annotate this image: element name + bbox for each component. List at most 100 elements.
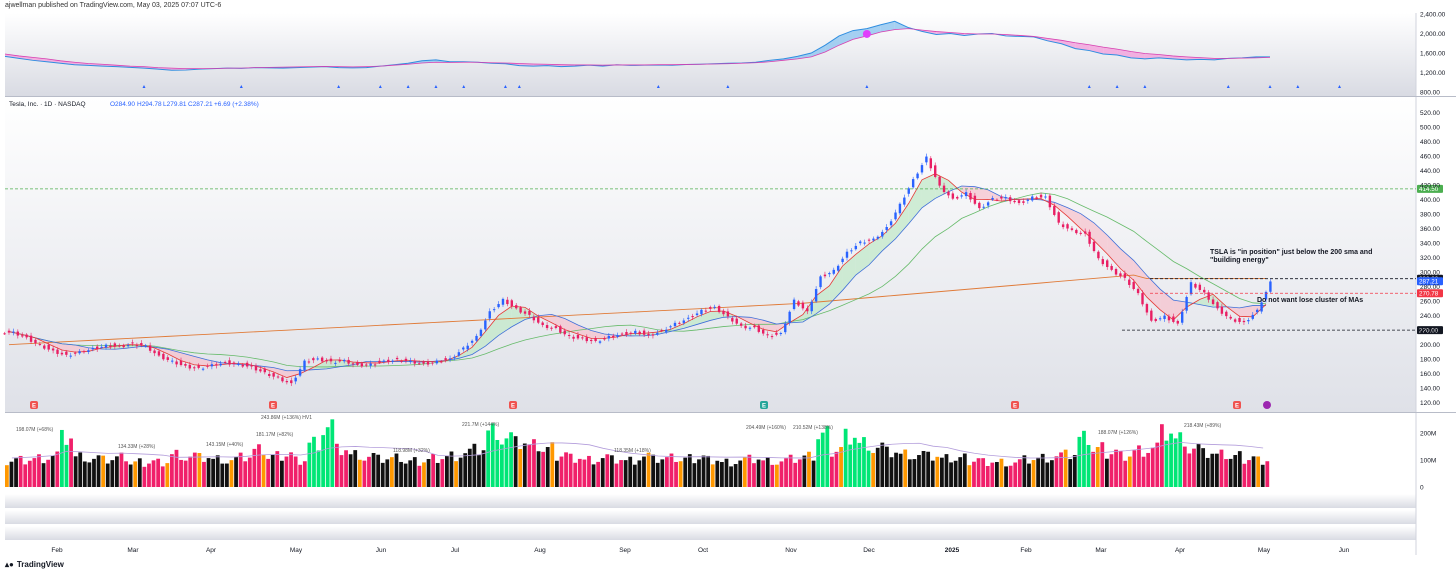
- volume-bar: [55, 451, 60, 487]
- volume-bar: [275, 451, 280, 487]
- candle-body: [1150, 310, 1153, 321]
- volume-bar: [1045, 462, 1050, 487]
- volume-bar: [69, 438, 73, 487]
- candle-body: [1229, 316, 1232, 319]
- volume-bar: [367, 456, 371, 487]
- volume-bar: [687, 454, 692, 487]
- ma-ribbon-fill: [61, 343, 76, 353]
- candle-body: [1132, 282, 1135, 290]
- candle-body: [113, 343, 117, 347]
- ohlc-change: +6.69 (+2.38%): [214, 101, 259, 108]
- volume-peak-label: 188.07M (+126%): [1098, 430, 1138, 436]
- candle-body: [404, 358, 408, 362]
- candle-body: [65, 351, 68, 355]
- candle-body: [263, 368, 267, 373]
- candle-body: [440, 361, 443, 363]
- volume-bar: [1155, 442, 1160, 487]
- volume-bar: [1237, 451, 1242, 487]
- signal-arrow-icon: [337, 85, 341, 88]
- volume-bar: [298, 464, 303, 487]
- candle-body: [1220, 306, 1224, 314]
- time-axis-tick: Mar: [1095, 547, 1107, 554]
- volume-bar: [206, 458, 211, 487]
- candle-body: [1075, 229, 1078, 234]
- candle-body: [986, 202, 990, 206]
- candle-body: [56, 349, 59, 354]
- ma-ribbon-fill: [908, 179, 922, 224]
- candle-body: [100, 346, 103, 348]
- candle-body: [210, 364, 214, 367]
- volume-bar: [1040, 453, 1045, 487]
- volume-bar: [1036, 457, 1041, 487]
- candle-body: [488, 311, 491, 319]
- volume-bar: [816, 439, 821, 487]
- candle-body: [907, 188, 910, 194]
- candle-body: [898, 203, 902, 214]
- candle-body: [1185, 297, 1188, 311]
- volume-bar: [518, 449, 523, 487]
- candle-body: [422, 361, 425, 364]
- volume-bar: [371, 453, 376, 487]
- candle-body: [272, 373, 275, 377]
- volume-bar: [825, 426, 830, 487]
- ma-ribbon-fill: [1054, 202, 1068, 217]
- candle-body: [1207, 292, 1210, 300]
- volume-bar: [830, 456, 834, 487]
- volume-bar: [536, 451, 541, 487]
- volume-bar: [1013, 462, 1018, 487]
- candle-body: [775, 332, 778, 335]
- volume-bar: [655, 462, 660, 487]
- candle-body: [78, 351, 81, 354]
- volume-bar: [527, 444, 532, 487]
- candle-body: [417, 363, 421, 365]
- signal-arrow-icon: [142, 85, 146, 88]
- volume-bar: [1228, 458, 1233, 487]
- candle-body: [492, 309, 496, 311]
- volume-bar: [628, 456, 633, 487]
- candle-body: [889, 221, 893, 226]
- candle-body: [237, 363, 240, 365]
- candle-body: [232, 362, 236, 365]
- candle-body: [691, 316, 694, 318]
- candle-body: [1154, 318, 1157, 322]
- signal-arrow-icon: [462, 85, 466, 88]
- candle-body: [307, 361, 311, 363]
- time-axis-tick: Aug: [534, 547, 546, 554]
- volume-bar: [697, 459, 701, 487]
- price-axis-tick: 360.00: [1420, 226, 1440, 233]
- volume-bar: [1169, 433, 1173, 487]
- ma-ribbon-fill: [1146, 275, 1161, 310]
- volume-bar: [238, 452, 243, 487]
- volume-bar: [555, 460, 559, 487]
- candle-body: [466, 345, 469, 350]
- volume-bar: [454, 461, 458, 487]
- volume-bar: [37, 454, 41, 487]
- volume-bar: [261, 455, 266, 487]
- candle-body: [537, 317, 540, 323]
- earnings-marker-label: E: [762, 404, 766, 410]
- candle-body: [1145, 304, 1149, 313]
- top-axis-tick: 1,200.00: [1420, 70, 1446, 77]
- volume-bar: [761, 460, 766, 487]
- volume-bar: [1091, 451, 1096, 487]
- volume-peak-label: 210.52M (+138%): [793, 425, 833, 431]
- volume-bar: [710, 464, 715, 487]
- candle-body: [1083, 231, 1087, 234]
- volume-bar: [307, 442, 312, 487]
- price-axis-tick: 280.00: [1420, 284, 1440, 291]
- time-axis-tick: Jun: [1339, 547, 1350, 554]
- volume-bar: [729, 466, 733, 487]
- ma-ribbon-fill: [485, 315, 499, 347]
- candle-body: [3, 333, 6, 335]
- price-axis-tick: 500.00: [1420, 124, 1440, 131]
- tradingview-brand[interactable]: ▴● TradingView: [5, 560, 64, 569]
- volume-bar: [967, 465, 972, 487]
- price-axis-tick: 240.00: [1420, 313, 1440, 320]
- volume-bar: [46, 459, 51, 487]
- volume-bar: [1201, 448, 1206, 487]
- candle-body: [391, 360, 394, 362]
- volume-bar: [940, 457, 944, 487]
- candle-body: [215, 364, 218, 366]
- volume-bar: [422, 462, 426, 487]
